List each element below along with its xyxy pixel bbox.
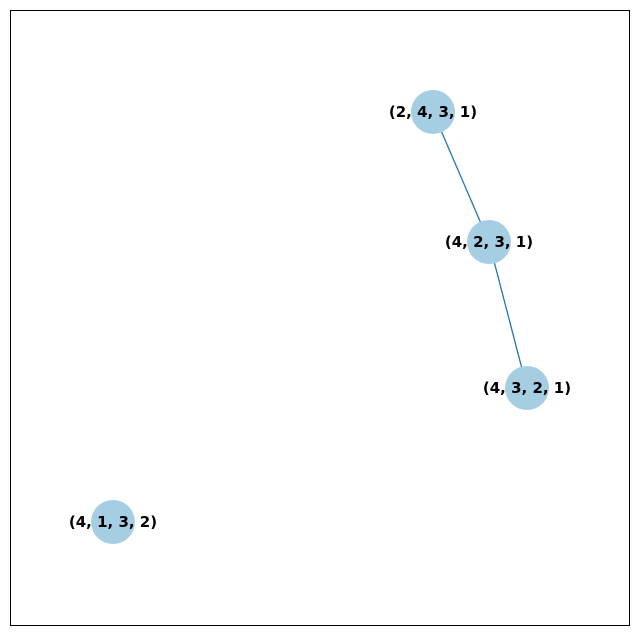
- edges-layer: [432, 111, 528, 389]
- node-label: (4, 2, 3, 1): [445, 233, 533, 251]
- edge-2431-4231: [432, 111, 490, 243]
- node-4132: (4, 1, 3, 2): [69, 500, 157, 544]
- node-circle: [467, 220, 511, 264]
- node-label: (4, 1, 3, 2): [69, 513, 157, 531]
- node-circle: [411, 90, 455, 134]
- node-4321: (4, 3, 2, 1): [483, 366, 571, 410]
- nodes-layer: (2, 4, 3, 1) (4, 2, 3, 1) (4, 3, 2, 1) (…: [69, 90, 571, 544]
- node-4231: (4, 2, 3, 1): [445, 220, 533, 264]
- node-circle: [91, 500, 135, 544]
- node-label: (2, 4, 3, 1): [389, 103, 477, 121]
- node-2431: (2, 4, 3, 1): [389, 90, 477, 134]
- edge-4231-4321: [488, 241, 528, 389]
- node-circle: [505, 366, 549, 410]
- plot-frame: [10, 10, 630, 626]
- node-label: (4, 3, 2, 1): [483, 379, 571, 397]
